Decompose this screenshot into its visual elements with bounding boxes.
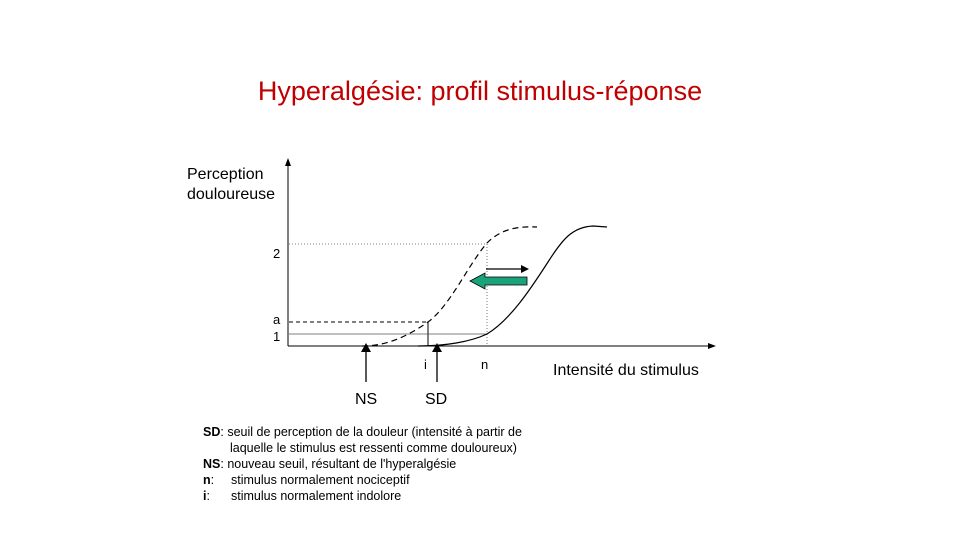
legend-sd-text-1: : seuil de perception de la douleur (int…	[220, 425, 522, 439]
hyperalgesia-dashed-curve	[361, 226, 538, 347]
legend-n: n: stimulus normalement nociceptif	[203, 473, 410, 487]
legend-sd: SD: seuil de perception de la douleur (i…	[203, 424, 522, 440]
legend-sd-key: SD	[203, 425, 221, 439]
right-shift-arrowhead	[521, 265, 529, 273]
x-tick-n: n	[481, 357, 488, 372]
legend-n-text: stimulus normalement nociceptif	[231, 473, 410, 487]
legend-ns-key: NS	[203, 457, 221, 471]
legend-n-key: n	[203, 473, 211, 487]
y-axis-arrowhead	[285, 158, 291, 166]
legend-ns: NS: nouveau seuil, résultant de l'hypera…	[203, 456, 522, 472]
legend-i-text: stimulus normalement indolore	[231, 489, 402, 503]
legend-i-key: i	[203, 489, 207, 503]
page-title: Hyperalgésie: profil stimulus-réponse	[257, 76, 703, 106]
y-tick-2: 2	[273, 246, 280, 261]
y-axis-label-line2: douloureuse	[187, 186, 275, 203]
ns-arrowhead	[361, 343, 371, 352]
y-tick-1: 1	[273, 329, 280, 344]
legend: SD: seuil de perception de la douleur (i…	[203, 424, 522, 504]
sd-label: SD	[425, 391, 447, 408]
x-tick-i: i	[424, 357, 427, 372]
legend-i: i: stimulus normalement indolore	[203, 489, 402, 503]
x-axis-arrowhead	[708, 343, 716, 349]
left-shift-teal-arrow	[469, 272, 528, 290]
legend-sd-continued: laquelle le stimulus est ressenti comme …	[230, 441, 517, 455]
ns-label: NS	[355, 391, 377, 408]
y-tick-a: a	[273, 312, 281, 327]
normal-response-curve	[417, 225, 608, 347]
legend-ns-text: : nouveau seuil, résultant de l'hyperalg…	[220, 457, 457, 471]
y-axis-label-line1: Perception	[187, 166, 264, 183]
x-axis-label: Intensité du stimulus	[553, 362, 699, 379]
sd-arrowhead	[432, 343, 442, 352]
